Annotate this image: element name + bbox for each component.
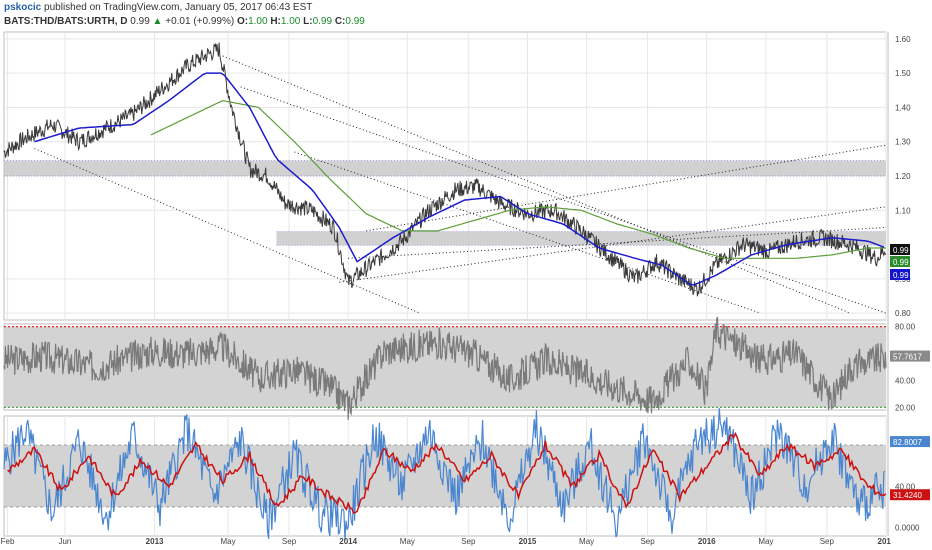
symbol-line: BATS:THD/BATS:URTH, D 0.99 ▲ +0.01 (+0.9… <box>4 16 365 28</box>
price-tag-ma_slow <box>890 256 910 267</box>
last-price: 0.99 <box>130 16 150 27</box>
trend-line <box>348 226 887 259</box>
publish-info: published on TradingView.com, January 05… <box>44 2 313 13</box>
price-tick-label: 1.40 <box>895 103 911 112</box>
high-label: H: <box>270 16 281 27</box>
x-axis-label: 2014 <box>339 537 357 546</box>
rsi-band <box>4 326 886 408</box>
trend-line <box>366 144 887 232</box>
x-axis-label: Jun <box>58 537 71 546</box>
x-axis-label: Feb <box>1 537 15 546</box>
x-axis-label: Sep <box>461 537 476 546</box>
price-tag-close <box>890 244 910 255</box>
low-value: 0.99 <box>312 16 333 27</box>
x-axis-label: Sep <box>640 537 655 546</box>
x-axis-label: May <box>579 537 594 546</box>
price-tick-label: 1.10 <box>895 206 911 215</box>
rsi-tick-label: 40.00 <box>895 376 916 385</box>
slow-ma-line <box>150 99 886 259</box>
open-label: O: <box>236 16 249 27</box>
stoch-k-tag <box>890 436 930 448</box>
price-tick-label: 0.80 <box>895 309 911 318</box>
symbol-name[interactable]: BATS:THD/BATS:URTH, D <box>4 16 128 27</box>
stoch-d-tag <box>890 489 930 501</box>
x-axis-label: 201 <box>878 537 892 546</box>
x-axis-label: Sep <box>820 537 835 546</box>
price-tag-label: 0.99 <box>893 271 909 280</box>
stoch-d-line <box>7 431 887 514</box>
x-axis-label: May <box>221 537 236 546</box>
rsi-tick-label: 20.00 <box>895 403 916 412</box>
price-line <box>3 42 887 297</box>
x-axis-label: 2016 <box>698 537 716 546</box>
price-tag-label: 0.99 <box>893 258 909 267</box>
high-value: 1.00 <box>280 16 301 27</box>
rsi-line <box>3 316 887 421</box>
x-axis-label: May <box>400 537 415 546</box>
price-tag-ma_fast <box>890 269 910 280</box>
rsi-value-label: 57.7617 <box>893 353 922 362</box>
price-tick-label: 1.50 <box>895 69 911 78</box>
close-value: 0.99 <box>345 16 365 27</box>
publish-line: pskocic published on TradingView.com, Ja… <box>4 2 312 14</box>
x-axis-label: 2015 <box>519 537 537 546</box>
up-arrow-icon: ▲ <box>152 16 163 27</box>
stoch-tick-label: 40.00 <box>895 482 916 491</box>
price-tick-label: 1.30 <box>895 138 911 147</box>
price-tag-label: 0.99 <box>893 246 909 255</box>
open-value: 1.00 <box>248 16 268 27</box>
support-resistance-zone <box>276 231 886 246</box>
rsi-value-tag <box>890 350 930 362</box>
trend-line <box>339 206 887 283</box>
stoch-tick-label: 0.0000 <box>895 524 920 533</box>
close-label: C: <box>334 16 346 27</box>
stoch-k-value: 82.8007 <box>893 438 922 447</box>
author-link[interactable]: pskocic <box>4 2 42 13</box>
price-change: +0.01 (+0.99%) <box>165 16 235 27</box>
fast-ma-line <box>34 72 885 286</box>
price-tick-label: 1.20 <box>895 172 911 181</box>
x-axis-label: 2013 <box>146 537 164 546</box>
x-axis-label: Sep <box>282 537 297 546</box>
low-label: L: <box>303 16 313 27</box>
price-tick-label: 1.60 <box>895 35 911 44</box>
stoch-d-value: 31.4240 <box>893 491 922 500</box>
rsi-tick-label: 80.00 <box>895 323 916 332</box>
x-axis-label: May <box>758 537 773 546</box>
support-resistance-zone <box>4 160 886 176</box>
